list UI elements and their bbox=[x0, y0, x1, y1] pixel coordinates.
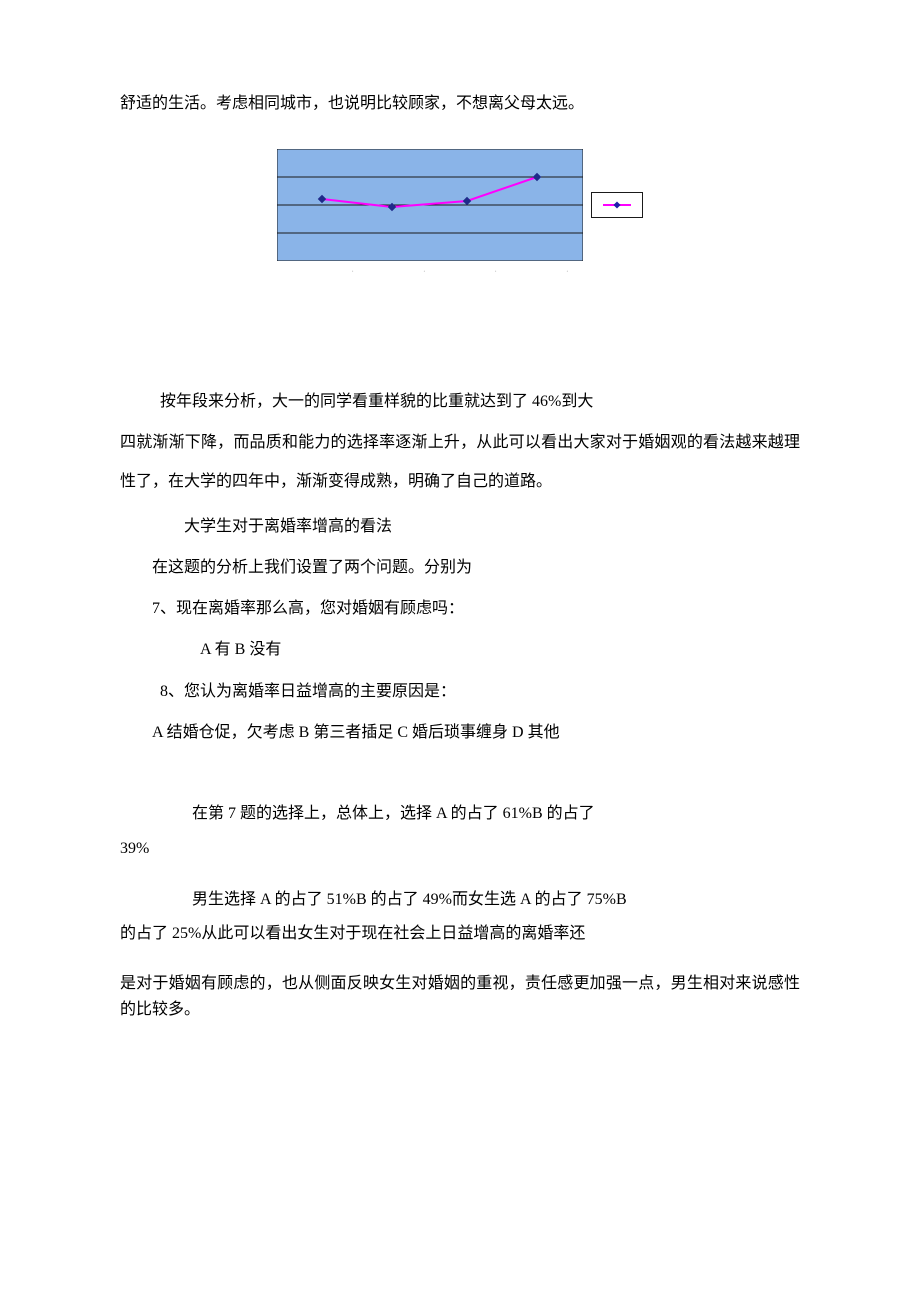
paragraph-q7-result-b: 39% bbox=[120, 835, 800, 864]
section-heading-divorce: 大学生对于离婚率增高的看法 bbox=[120, 513, 800, 542]
paragraph-gender-result-a: 男生选择 A 的占了 51%B 的占了 49%而女生选 A 的占了 75%B bbox=[120, 886, 800, 915]
paragraph-gender-conclusion: 是对于婚姻有顾虑的，也从侧面反映女生对婚姻的重视，责任感更加强一点，男生相对来说… bbox=[120, 971, 800, 1022]
paragraph-intro: 舒适的生活。考虑相同城市，也说明比较顾家，不想离父母太远。 bbox=[120, 90, 800, 119]
paragraph-question-intro: 在这题的分析上我们设置了两个问题。分别为 bbox=[120, 554, 800, 583]
question-8: 8、您认为离婚率日益增高的主要原因是： bbox=[120, 678, 800, 707]
line-chart bbox=[277, 149, 583, 261]
paragraph-analysis-grade-a: 按年段来分析，大一的同学看重样貌的比重就达到了 46%到大 bbox=[120, 388, 800, 417]
chart-container: ···· bbox=[120, 149, 800, 278]
chart-legend bbox=[591, 192, 643, 218]
legend-marker-icon bbox=[603, 204, 631, 206]
chart-x-ticks: ···· bbox=[307, 267, 613, 278]
question-7-options: A 有 B 没有 bbox=[120, 636, 800, 665]
paragraph-q7-result-a: 在第 7 题的选择上，总体上，选择 A 的占了 61%B 的占了 bbox=[120, 800, 800, 829]
paragraph-gender-result-b: 的占了 25%从此可以看出女生对于现在社会上日益增高的离婚率还 bbox=[120, 920, 800, 949]
question-8-options: A 结婚仓促，欠考虑 B 第三者插足 C 婚后琐事缠身 D 其他 bbox=[120, 719, 800, 748]
paragraph-analysis-grade-b: 四就渐渐下降，而品质和能力的选择率逐渐上升，从此可以看出大家对于婚姻观的看法越来… bbox=[120, 424, 800, 501]
question-7: 7、现在离婚率那么高，您对婚姻有顾虑吗： bbox=[120, 595, 800, 624]
